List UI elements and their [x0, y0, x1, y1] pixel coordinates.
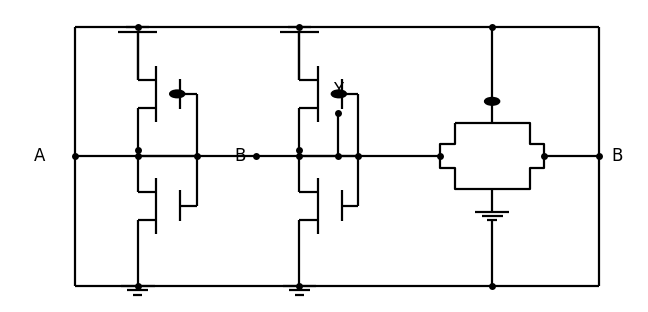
Text: Y: Y	[333, 80, 343, 99]
Text: B: B	[612, 147, 623, 165]
Text: B: B	[235, 147, 246, 165]
Circle shape	[170, 90, 184, 97]
Circle shape	[332, 90, 346, 97]
Text: A: A	[34, 147, 45, 165]
Circle shape	[485, 98, 499, 105]
